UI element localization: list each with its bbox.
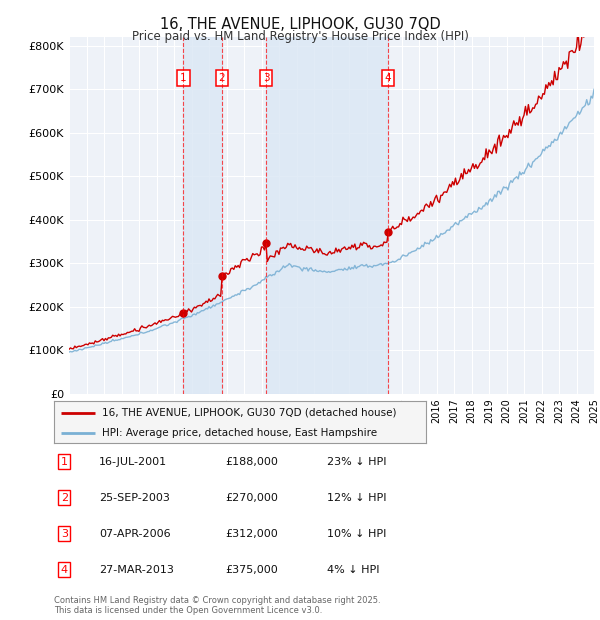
Text: 16-JUL-2001: 16-JUL-2001 xyxy=(99,457,167,467)
Text: 25-SEP-2003: 25-SEP-2003 xyxy=(99,493,170,503)
Text: 16, THE AVENUE, LIPHOOK, GU30 7QD (detached house): 16, THE AVENUE, LIPHOOK, GU30 7QD (detac… xyxy=(103,408,397,418)
Text: HPI: Average price, detached house, East Hampshire: HPI: Average price, detached house, East… xyxy=(103,428,377,438)
Text: £375,000: £375,000 xyxy=(225,565,278,575)
Text: 3: 3 xyxy=(61,529,68,539)
Text: 2: 2 xyxy=(218,73,225,83)
Text: 4% ↓ HPI: 4% ↓ HPI xyxy=(327,565,380,575)
Text: 3: 3 xyxy=(263,73,269,83)
Bar xyxy=(266,37,388,394)
Text: 07-APR-2006: 07-APR-2006 xyxy=(99,529,170,539)
Text: £188,000: £188,000 xyxy=(225,457,278,467)
Text: Price paid vs. HM Land Registry's House Price Index (HPI): Price paid vs. HM Land Registry's House … xyxy=(131,30,469,43)
Text: 4: 4 xyxy=(385,73,391,83)
Text: £312,000: £312,000 xyxy=(225,529,278,539)
Text: 16, THE AVENUE, LIPHOOK, GU30 7QD: 16, THE AVENUE, LIPHOOK, GU30 7QD xyxy=(160,17,440,32)
Text: Contains HM Land Registry data © Crown copyright and database right 2025.
This d: Contains HM Land Registry data © Crown c… xyxy=(54,596,380,615)
Text: 10% ↓ HPI: 10% ↓ HPI xyxy=(327,529,386,539)
Text: 1: 1 xyxy=(180,73,187,83)
Text: 12% ↓ HPI: 12% ↓ HPI xyxy=(327,493,386,503)
Text: 2: 2 xyxy=(61,493,68,503)
Bar xyxy=(184,37,222,394)
Text: 23% ↓ HPI: 23% ↓ HPI xyxy=(327,457,386,467)
Text: 4: 4 xyxy=(61,565,68,575)
Text: 27-MAR-2013: 27-MAR-2013 xyxy=(99,565,174,575)
Text: £270,000: £270,000 xyxy=(225,493,278,503)
Text: 1: 1 xyxy=(61,457,68,467)
